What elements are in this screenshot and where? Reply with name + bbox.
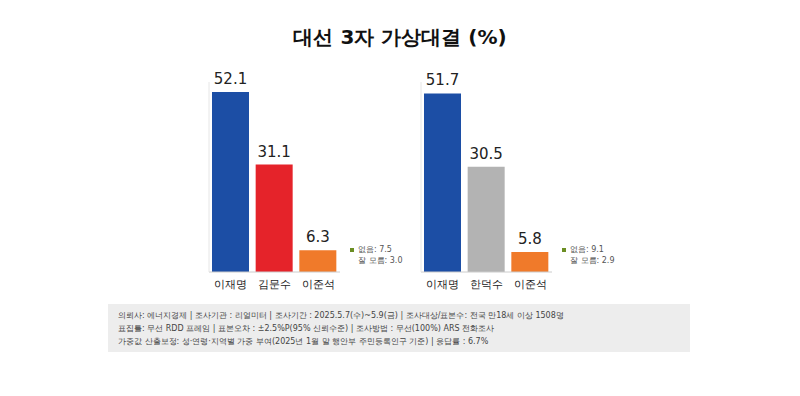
html-text:의뢰사: 에너지경제 | 조사기관 : 리얼미터 | 조사기: 의뢰사: 에너지경제 | 조사기관 : 리얼미터 | 조사기간 : 2025.5…: [118, 311, 564, 320]
svg-text:이준석: 이준석: [514, 278, 547, 291]
svg-text:이재명: 이재명: [214, 278, 247, 291]
html-text:잘 모름: 3.0: 잘 모름: 3.0: [358, 256, 403, 265]
html-text:표집틀: 무선 RDD 프레임 | 표본오차 : ±2.5%: 표집틀: 무선 RDD 프레임 | 표본오차 : ±2.5%P(95% 신뢰수준…: [118, 324, 495, 333]
html-text:없음: 7.5: 없음: 7.5: [358, 245, 392, 254]
svg-text:한덕수: 한덕수: [470, 278, 503, 291]
html-text:잘 모름: 2.9: 잘 모름: 2.9: [570, 256, 615, 265]
svg-text:51.7: 51.7: [426, 71, 459, 89]
html-text:없음: 9.1: 없음: 9.1: [570, 245, 604, 254]
svg-text:5.8: 5.8: [518, 230, 542, 248]
svg-text:이준석: 이준석: [302, 278, 335, 291]
svg-text:31.1: 31.1: [257, 143, 290, 161]
svg-text:이재명: 이재명: [426, 278, 459, 291]
svg-text:52.1: 52.1: [214, 70, 247, 88]
svg-text:6.3: 6.3: [306, 228, 330, 246]
html-text:대선 3자 가상대결 (%): 대선 3자 가상대결 (%): [293, 25, 507, 49]
svg-text:김문수: 김문수: [258, 278, 291, 291]
html-text:가중값 산출보정: 성·연령·지역별 가중 부여(2025년: 가중값 산출보정: 성·연령·지역별 가중 부여(2025년 1월 말 행안부 …: [118, 337, 489, 346]
svg-text:30.5: 30.5: [469, 145, 502, 163]
